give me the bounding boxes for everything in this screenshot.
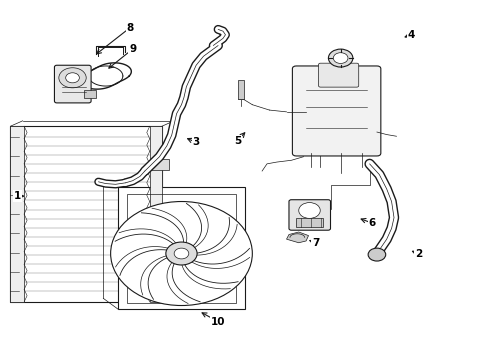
- Text: 3: 3: [193, 138, 200, 147]
- Circle shape: [111, 202, 252, 306]
- Bar: [10, 126, 162, 302]
- FancyBboxPatch shape: [54, 65, 91, 103]
- Text: 10: 10: [211, 317, 225, 327]
- Text: 5: 5: [234, 136, 241, 145]
- Bar: [84, 90, 96, 98]
- Text: 7: 7: [312, 238, 319, 248]
- FancyBboxPatch shape: [318, 63, 359, 87]
- Text: 1: 1: [14, 191, 22, 201]
- Circle shape: [174, 248, 189, 259]
- Bar: [150, 126, 162, 302]
- Circle shape: [66, 73, 79, 83]
- Bar: [238, 80, 244, 99]
- Bar: [296, 218, 323, 226]
- Bar: [150, 265, 169, 275]
- Circle shape: [59, 68, 86, 88]
- Text: 4: 4: [408, 30, 415, 40]
- Bar: [10, 126, 24, 302]
- FancyBboxPatch shape: [293, 66, 381, 156]
- Text: 6: 6: [368, 218, 376, 228]
- Circle shape: [299, 203, 320, 219]
- Polygon shape: [287, 232, 309, 243]
- Circle shape: [333, 53, 348, 63]
- Polygon shape: [118, 187, 245, 309]
- FancyBboxPatch shape: [289, 200, 331, 230]
- Text: 8: 8: [126, 23, 134, 33]
- Circle shape: [368, 248, 386, 261]
- Text: 9: 9: [129, 44, 136, 54]
- Circle shape: [166, 242, 197, 265]
- Text: 2: 2: [415, 248, 422, 258]
- Bar: [150, 159, 169, 170]
- Circle shape: [328, 49, 353, 67]
